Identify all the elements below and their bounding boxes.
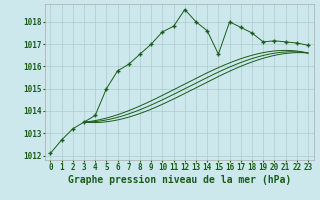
X-axis label: Graphe pression niveau de la mer (hPa): Graphe pression niveau de la mer (hPa) bbox=[68, 175, 291, 185]
